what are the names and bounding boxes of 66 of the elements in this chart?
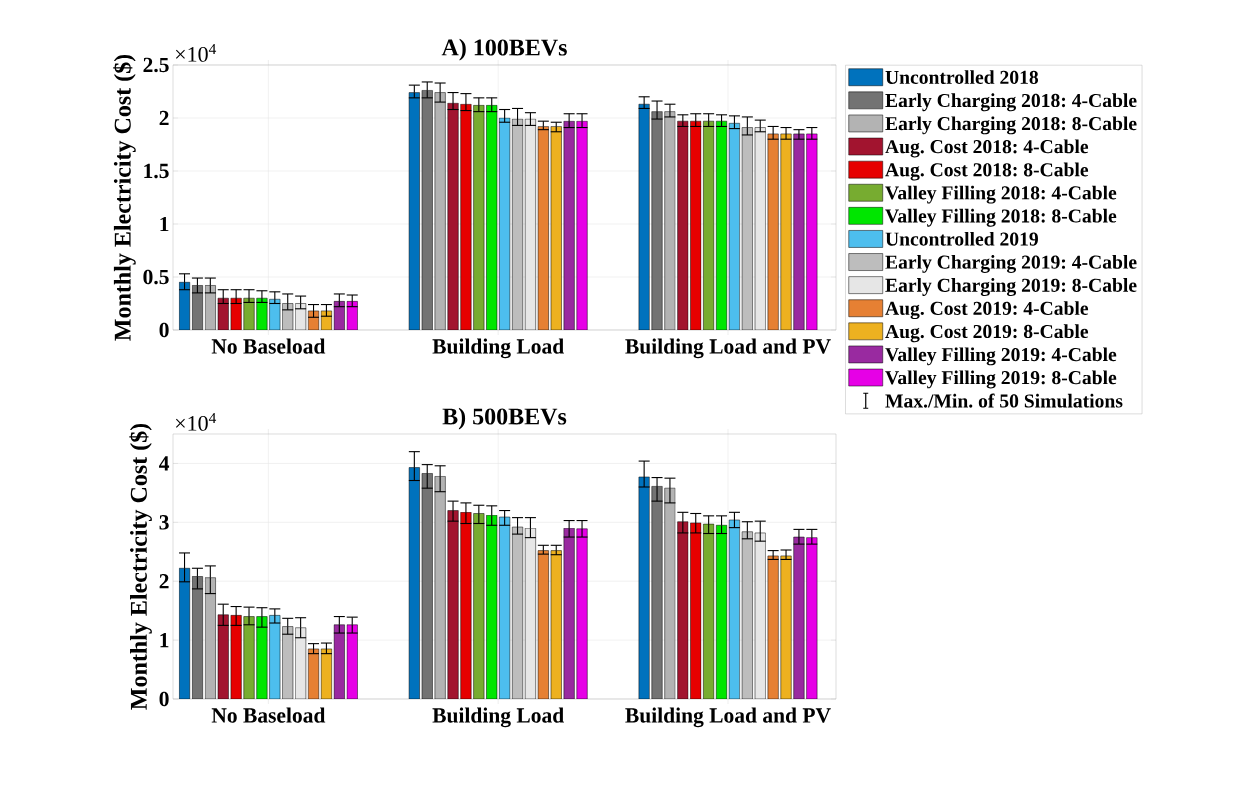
text: Max./Min. of 50 Simulations	[885, 393, 1123, 408]
bar	[767, 133, 779, 330]
legend-label: Aug. Cost 2019: 8-Cable	[885, 324, 1089, 343]
legend-label: Early Charging 2018: 4-Cable	[885, 93, 1137, 112]
chart-title: A) 100BEVs	[441, 38, 567, 61]
bar	[460, 512, 472, 699]
y-tick-label: 2	[159, 574, 169, 589]
legend-label: Uncontrolled 2019	[885, 231, 1038, 246]
text: ×10$^{4}$	[175, 412, 217, 431]
y-tick-label: 1	[160, 633, 169, 648]
bar	[651, 486, 663, 699]
legend-label: Early Charging 2018: 8-Cable	[885, 116, 1137, 135]
bar	[333, 301, 345, 330]
bar	[282, 626, 294, 699]
legend-label: Valley Filling 2018: 4-Cable	[885, 185, 1117, 204]
x-tick-label: Building Load and PV	[625, 707, 831, 728]
legend-label: Early Charging 2019: 4-Cable	[885, 254, 1137, 273]
y-tick-label: 0	[159, 322, 169, 338]
y-tick-label: 2.5	[143, 57, 169, 73]
y-tick-label: 0.5	[143, 269, 169, 285]
bar	[690, 522, 702, 699]
legend-label: Early Charging 2019: 8-Cable	[885, 278, 1137, 297]
bar	[447, 510, 459, 699]
bar	[217, 614, 229, 699]
y-tick-label: 2	[159, 110, 169, 126]
bar	[651, 111, 663, 330]
y-tick-label: 1.5	[144, 163, 169, 179]
x-tick-label: Building Load and PV	[625, 338, 831, 359]
bar	[716, 525, 728, 699]
legend-label: Aug. Cost 2018: 8-Cable	[885, 162, 1089, 181]
bar	[677, 521, 689, 699]
bar	[728, 519, 740, 699]
y-axis-title: Monthly Electricity Cost ($)	[129, 423, 152, 710]
y-axis-title: Monthly Electricity Cost ($)	[113, 54, 136, 341]
bar	[664, 111, 676, 330]
bar	[703, 120, 715, 330]
x-tick-label: Building Load	[432, 707, 564, 728]
text: ×10$^{4}$	[175, 43, 217, 62]
bar	[408, 467, 420, 699]
legend-label: Uncontrolled 2018	[885, 70, 1039, 84]
bar	[741, 531, 753, 699]
bar	[537, 550, 549, 699]
bar	[767, 555, 779, 699]
bar	[320, 648, 332, 699]
bar	[741, 127, 753, 330]
legend-label: Aug. Cost 2018: 4-Cable	[885, 139, 1089, 158]
y-tick-label: 3	[159, 515, 169, 530]
y-tick-label: 4	[159, 456, 170, 471]
legend-label: Valley Filling 2018: 8-Cable	[885, 208, 1117, 227]
bar	[408, 92, 420, 330]
bar	[346, 301, 358, 330]
chart-title: B) 500BEVs	[442, 407, 567, 430]
bar	[780, 133, 792, 330]
x-tick-label: No Baseload	[211, 707, 326, 723]
y-tick-label: 0	[159, 691, 169, 707]
legend-label: Valley Filling 2019: 4-Cable	[885, 347, 1117, 366]
x-tick-label: No Baseload	[211, 338, 326, 354]
bar	[447, 102, 459, 330]
legend-label: Valley Filling 2019: 8-Cable	[885, 370, 1117, 389]
bar	[460, 103, 472, 330]
y-tick-label: 1	[160, 216, 169, 232]
bar	[434, 92, 446, 330]
legend-label: Aug. Cost 2019: 4-Cable	[885, 301, 1089, 320]
bar	[716, 120, 728, 330]
bar	[308, 648, 320, 699]
x-tick-label: Building Load	[432, 338, 564, 359]
